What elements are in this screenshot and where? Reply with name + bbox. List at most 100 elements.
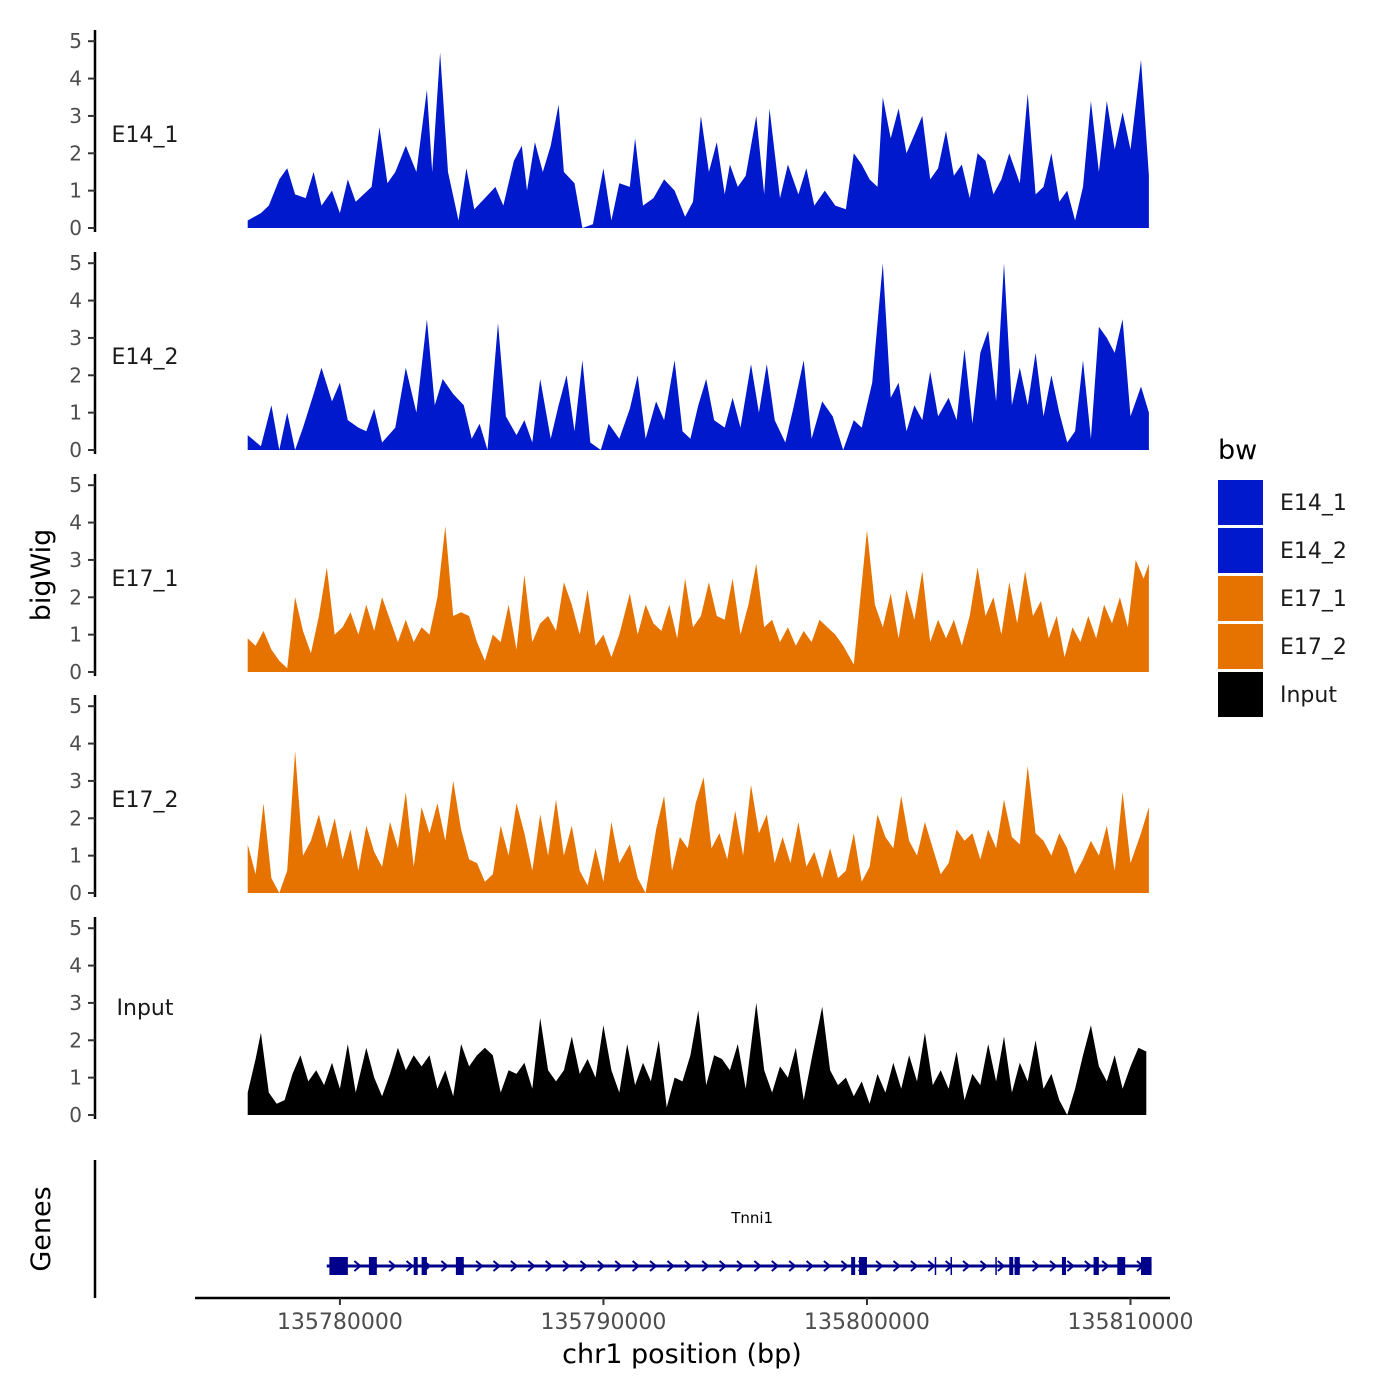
gene-exon bbox=[421, 1257, 427, 1275]
y-tick-label: 1 bbox=[69, 844, 82, 868]
gene-exon bbox=[851, 1257, 856, 1275]
y-tick-label: 4 bbox=[69, 289, 82, 313]
y-tick-label: 0 bbox=[69, 216, 82, 240]
legend-key-e14_1 bbox=[1218, 480, 1263, 525]
facet-label-e14_1: E14_1 bbox=[112, 123, 179, 148]
legend-label-input: Input bbox=[1280, 683, 1337, 708]
strand-arrow bbox=[892, 1260, 902, 1272]
genes-track: Genes Tnni1 bbox=[26, 1160, 1152, 1298]
x-axis-title: chr1 position (bp) bbox=[562, 1339, 802, 1370]
signal-area-e17_1 bbox=[247, 526, 1149, 672]
gene-exon bbox=[329, 1257, 348, 1275]
gene-exon bbox=[1093, 1257, 1099, 1275]
gene-exon bbox=[1141, 1257, 1152, 1275]
signal-area-input bbox=[247, 1002, 1147, 1115]
signal-area-e14_2 bbox=[247, 263, 1149, 450]
strand-arrow bbox=[388, 1260, 397, 1272]
y-tick-label: 4 bbox=[69, 954, 82, 978]
strand-arrow bbox=[910, 1260, 919, 1272]
strand-arrow bbox=[1031, 1260, 1041, 1272]
x-tick-label: 135800000 bbox=[804, 1310, 930, 1335]
legend-title: bw bbox=[1218, 435, 1257, 466]
x-ticks: 135780000 135790000 135800000 135810000 bbox=[277, 1298, 1193, 1335]
x-tick-label: 135790000 bbox=[540, 1310, 666, 1335]
strand-arrow bbox=[666, 1260, 675, 1272]
gene-model bbox=[326, 1257, 1152, 1275]
y-tick-label: 3 bbox=[69, 326, 82, 350]
x-axis: 135780000 135790000 135800000 135810000 chr… bbox=[195, 1296, 1193, 1370]
strand-arrow bbox=[701, 1260, 710, 1272]
strand-arrow bbox=[544, 1260, 554, 1272]
legend-label-e17_2: E17_2 bbox=[1280, 635, 1347, 660]
y-tick-label: 3 bbox=[69, 769, 82, 793]
y-tick-label: 3 bbox=[69, 104, 82, 128]
panel-input: 0 1 2 3 4 5 Input bbox=[69, 916, 1147, 1127]
y-axis-title: bigWig bbox=[26, 529, 57, 622]
strand-arrow bbox=[440, 1260, 449, 1272]
y-tick-label: 1 bbox=[69, 1066, 82, 1090]
gene-exon bbox=[859, 1257, 867, 1275]
legend: bw E14_1 E14_2 E17_1 E17_2 Input bbox=[1218, 435, 1347, 717]
legend-label-e14_1: E14_1 bbox=[1280, 491, 1347, 516]
strand-arrow bbox=[927, 1260, 936, 1272]
strand-arrow bbox=[649, 1260, 658, 1272]
y-tick-label: 2 bbox=[69, 141, 82, 165]
strand-arrow bbox=[736, 1260, 745, 1272]
y-tick-label: 5 bbox=[69, 916, 82, 940]
strand-arrow bbox=[475, 1260, 484, 1272]
y-tick-label: 2 bbox=[69, 585, 82, 609]
strand-arrow bbox=[1101, 1260, 1110, 1272]
strand-arrow bbox=[579, 1260, 588, 1272]
gene-label: Tnni1 bbox=[730, 1209, 773, 1227]
strand-arrow bbox=[718, 1260, 728, 1272]
y-tick-label: 0 bbox=[69, 660, 82, 684]
strand-arrow bbox=[492, 1260, 502, 1272]
y-tick-label: 5 bbox=[69, 694, 82, 718]
y-tick-label: 5 bbox=[69, 29, 82, 53]
genes-track-title: Genes bbox=[26, 1186, 57, 1271]
panel-e14_1: 0 1 2 3 4 5 E14_1 bbox=[69, 29, 1149, 240]
gene-exon bbox=[1014, 1257, 1020, 1275]
y-tick-label: 4 bbox=[69, 732, 82, 756]
strand-arrow bbox=[979, 1260, 988, 1272]
legend-key-e17_1 bbox=[1218, 576, 1263, 621]
legend-label-e14_2: E14_2 bbox=[1280, 539, 1347, 564]
gene-exon bbox=[1009, 1257, 1014, 1275]
y-tick-label: 5 bbox=[69, 251, 82, 275]
y-tick-label: 0 bbox=[69, 1103, 82, 1127]
strand-arrow bbox=[788, 1260, 797, 1272]
gene-exon bbox=[1061, 1257, 1066, 1275]
strand-arrow bbox=[875, 1260, 884, 1272]
facet-label-e14_2: E14_2 bbox=[112, 345, 179, 370]
x-tick-label: 135780000 bbox=[277, 1310, 403, 1335]
y-tick-label: 3 bbox=[69, 548, 82, 572]
facet-label-input: Input bbox=[117, 996, 174, 1021]
strand-arrow bbox=[527, 1260, 536, 1272]
gene-exon bbox=[1117, 1257, 1126, 1275]
gene-exon bbox=[455, 1257, 464, 1275]
panel-e17_2: 0 1 2 3 4 5 E17_2 bbox=[69, 694, 1149, 905]
strand-arrow bbox=[1084, 1260, 1093, 1272]
bigwig-panels: 0 1 2 3 4 5 E14_1 0 1 2 3 4 5 E14_2 0 1 2 3 4 5 E17_1 0 1 2 3 4 5 E… bbox=[69, 29, 1149, 1127]
y-tick-label: 2 bbox=[69, 1028, 82, 1052]
strand-arrow bbox=[997, 1260, 1006, 1272]
y-tick-label: 4 bbox=[69, 511, 82, 535]
legend-key-input bbox=[1218, 672, 1263, 717]
y-tick-label: 2 bbox=[69, 806, 82, 830]
strand-arrow bbox=[753, 1260, 762, 1272]
y-tick-label: 2 bbox=[69, 363, 82, 387]
strand-arrow bbox=[823, 1260, 832, 1272]
strand-arrow bbox=[771, 1260, 780, 1272]
strand-arrow bbox=[631, 1260, 641, 1272]
panel-e17_1: 0 1 2 3 4 5 E17_1 bbox=[69, 473, 1149, 684]
y-tick-label: 5 bbox=[69, 473, 82, 497]
signal-area-e14_1 bbox=[247, 52, 1149, 229]
strand-arrow bbox=[353, 1260, 362, 1272]
strand-arrow bbox=[684, 1260, 693, 1272]
y-tick-label: 1 bbox=[69, 401, 82, 425]
legend-label-e17_1: E17_1 bbox=[1280, 587, 1347, 612]
y-tick-label: 1 bbox=[69, 179, 82, 203]
legend-key-e14_2 bbox=[1218, 528, 1263, 573]
y-tick-label: 4 bbox=[69, 67, 82, 91]
